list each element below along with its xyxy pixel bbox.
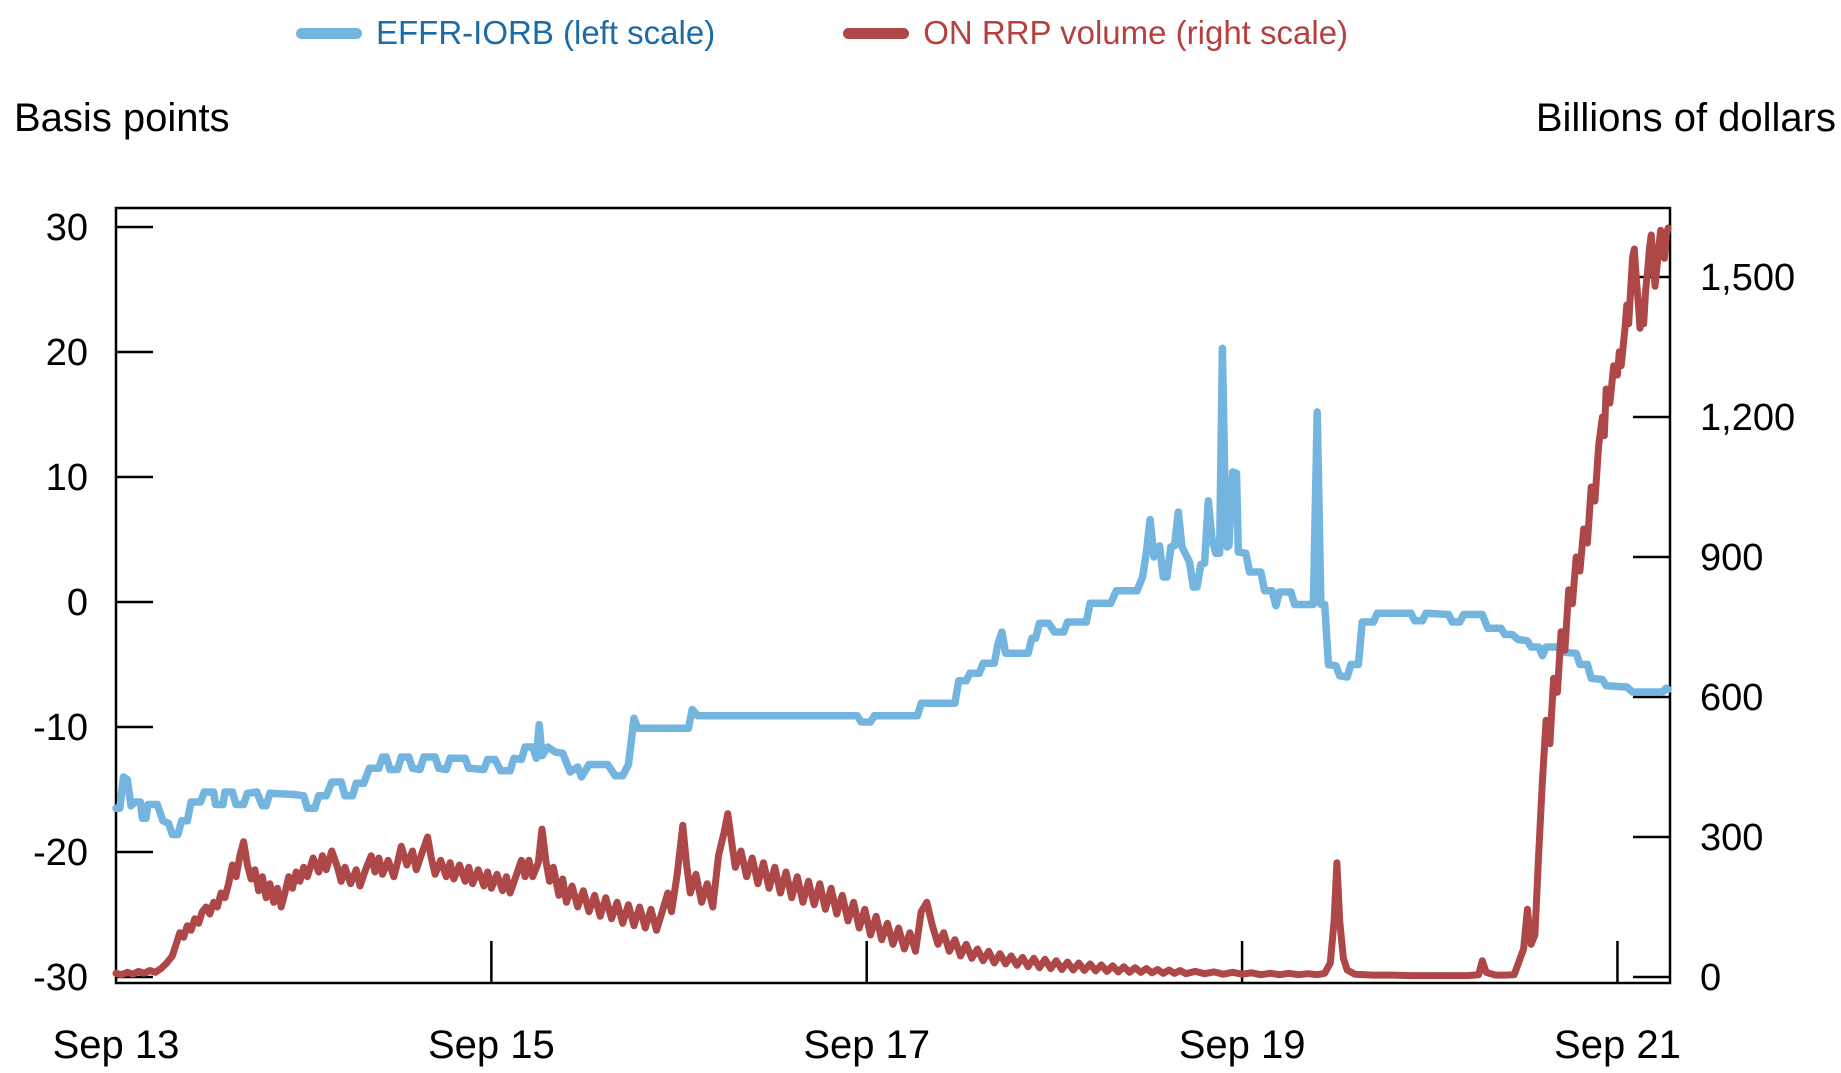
left-axis-tick-label: 0 [67, 582, 88, 624]
x-axis-tick-label: Sep 17 [803, 1023, 930, 1067]
right-axis-tick-label: 1,200 [1700, 397, 1795, 439]
right-axis-title: Billions of dollars [1535, 96, 1836, 140]
legend-label-on-rrp: ON RRP volume (right scale) [923, 14, 1349, 51]
left-axis-tick-label: -20 [33, 832, 88, 874]
legend-item-on-rrp: ON RRP volume (right scale) [843, 14, 1348, 52]
effr-iorb-series-line [112, 344, 1672, 839]
plot-frame [114, 206, 1672, 985]
right-axis-tick-label: 300 [1700, 817, 1763, 859]
x-axis-tick-label: Sep 15 [428, 1023, 555, 1067]
on-rrp-series-line [112, 224, 1672, 980]
left-axis-title: Basis points [14, 96, 230, 140]
left-axis-tick-label: 30 [46, 207, 88, 249]
x-axis-tick-label: Sep 13 [53, 1023, 180, 1067]
legend-item-effr-iorb: EFFR-IORB (left scale) [296, 14, 715, 52]
right-axis-tick-label: 1,500 [1700, 257, 1795, 299]
right-axis-tick-label: 900 [1700, 537, 1763, 579]
on-rrp-line-swatch-icon [843, 27, 910, 39]
effr-iorb-line-swatch-icon [296, 27, 362, 39]
left-axis-tick-label: 10 [46, 457, 88, 499]
x-axis-tick-label: Sep 21 [1554, 1023, 1681, 1067]
right-axis-tick-label: 0 [1700, 957, 1721, 999]
legend-label-effr-iorb: EFFR-IORB (left scale) [376, 14, 716, 51]
left-axis-tick-label: -10 [33, 707, 88, 749]
right-axis-tick-label: 600 [1700, 677, 1763, 719]
left-axis-tick-label: -30 [33, 957, 88, 999]
left-axis-tick-label: 20 [46, 332, 88, 374]
x-axis-tick-label: Sep 19 [1179, 1023, 1306, 1067]
chart-legend: EFFR-IORB (left scale) ON RRP volume (ri… [296, 14, 1348, 52]
